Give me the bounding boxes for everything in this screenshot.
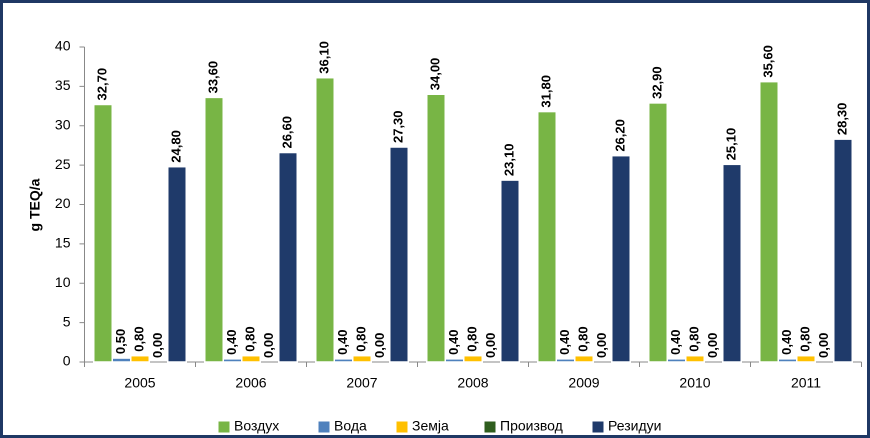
- data-label: 0,80: [242, 326, 257, 351]
- data-label: 0,80: [353, 326, 368, 351]
- x-tick-label: 2008: [457, 375, 488, 391]
- data-label: 0,00: [594, 333, 609, 358]
- data-label: 0,00: [150, 333, 165, 358]
- y-tick-label: 30: [55, 116, 71, 132]
- legend-swatch: [483, 420, 497, 434]
- legend-swatch: [317, 420, 331, 434]
- bar: [167, 165, 187, 363]
- data-label: 26,60: [279, 116, 294, 149]
- bar: [222, 358, 243, 363]
- x-tick-label: 2006: [235, 375, 266, 391]
- data-label: 0,00: [483, 333, 498, 358]
- data-label: 0,40: [224, 330, 239, 355]
- data-label: 0,00: [261, 333, 276, 358]
- data-label: 0,40: [335, 330, 350, 355]
- bar: [574, 354, 594, 363]
- legend-swatch: [395, 420, 409, 434]
- data-label: 31,80: [538, 75, 553, 108]
- data-label: 33,60: [205, 61, 220, 94]
- data-label: 0,80: [797, 326, 812, 351]
- data-label: 28,30: [834, 103, 849, 136]
- bar: [722, 163, 742, 363]
- data-label: 0,80: [131, 326, 146, 351]
- bar: [352, 354, 372, 363]
- legend-label: Земја: [412, 418, 449, 434]
- data-label: 0,00: [372, 333, 387, 358]
- x-tick-label: 2011: [791, 375, 821, 391]
- data-label: 0,40: [446, 330, 461, 355]
- bar: [555, 358, 576, 363]
- y-tick-label: 25: [55, 156, 71, 172]
- legend-swatch: [591, 420, 605, 434]
- x-tick-label: 2010: [679, 375, 710, 391]
- bar: [130, 354, 150, 363]
- data-label: 32,70: [94, 68, 109, 101]
- bar: [315, 76, 335, 363]
- data-label: 0,00: [816, 333, 831, 358]
- y-tick-label: 40: [55, 38, 71, 54]
- bar: [537, 110, 557, 363]
- bar: [796, 354, 816, 363]
- bar: [93, 103, 113, 363]
- data-label: 27,30: [390, 110, 405, 143]
- y-axis-title: g TEQ/a: [27, 178, 43, 231]
- data-label: 24,80: [168, 130, 183, 163]
- bar: [648, 102, 668, 363]
- data-label: 32,90: [649, 66, 664, 99]
- y-tick-label: 5: [63, 313, 71, 329]
- legend-label: Вода: [334, 418, 367, 434]
- legend-label: Резидуи: [608, 418, 661, 434]
- data-label: 36,10: [316, 41, 331, 74]
- data-label: 0,80: [464, 326, 479, 351]
- y-tick-label: 35: [55, 77, 71, 93]
- data-label: 34,00: [427, 58, 442, 91]
- y-tick-label: 10: [55, 274, 71, 290]
- data-label: 25,10: [723, 128, 738, 161]
- x-tick-label: 2005: [124, 375, 155, 391]
- data-label: 0,40: [668, 330, 683, 355]
- x-tick-label: 2007: [346, 375, 377, 391]
- bar: [666, 358, 687, 363]
- bar: [611, 154, 631, 363]
- data-label: 0,40: [557, 330, 572, 355]
- bar: [333, 358, 354, 363]
- bar: [241, 354, 261, 363]
- data-label: 0,80: [575, 326, 590, 351]
- bar: [111, 357, 132, 363]
- bar: [777, 358, 798, 363]
- bar: [204, 96, 224, 363]
- y-tick-label: 20: [55, 195, 71, 211]
- bar: [833, 138, 853, 363]
- data-label: 0,00: [705, 333, 720, 358]
- data-label: 35,60: [760, 45, 775, 78]
- data-label: 0,40: [779, 330, 794, 355]
- y-tick-label: 0: [63, 353, 71, 369]
- data-label: 26,20: [612, 119, 627, 152]
- bar: [685, 354, 705, 363]
- bar: [500, 179, 520, 363]
- y-tick-label: 15: [55, 235, 71, 251]
- legend-swatch: [217, 420, 231, 434]
- bar: [759, 80, 779, 363]
- legend-label: Производ: [500, 418, 563, 434]
- data-label: 23,10: [501, 144, 516, 177]
- bar: [278, 151, 298, 363]
- bar: [389, 146, 409, 363]
- bar: [463, 354, 483, 363]
- bar: [444, 358, 465, 363]
- bar: [426, 93, 446, 363]
- x-tick-label: 2009: [568, 375, 599, 391]
- data-label: 0,50: [113, 329, 128, 354]
- legend-label: Воздух: [234, 418, 279, 434]
- data-label: 0,80: [686, 326, 701, 351]
